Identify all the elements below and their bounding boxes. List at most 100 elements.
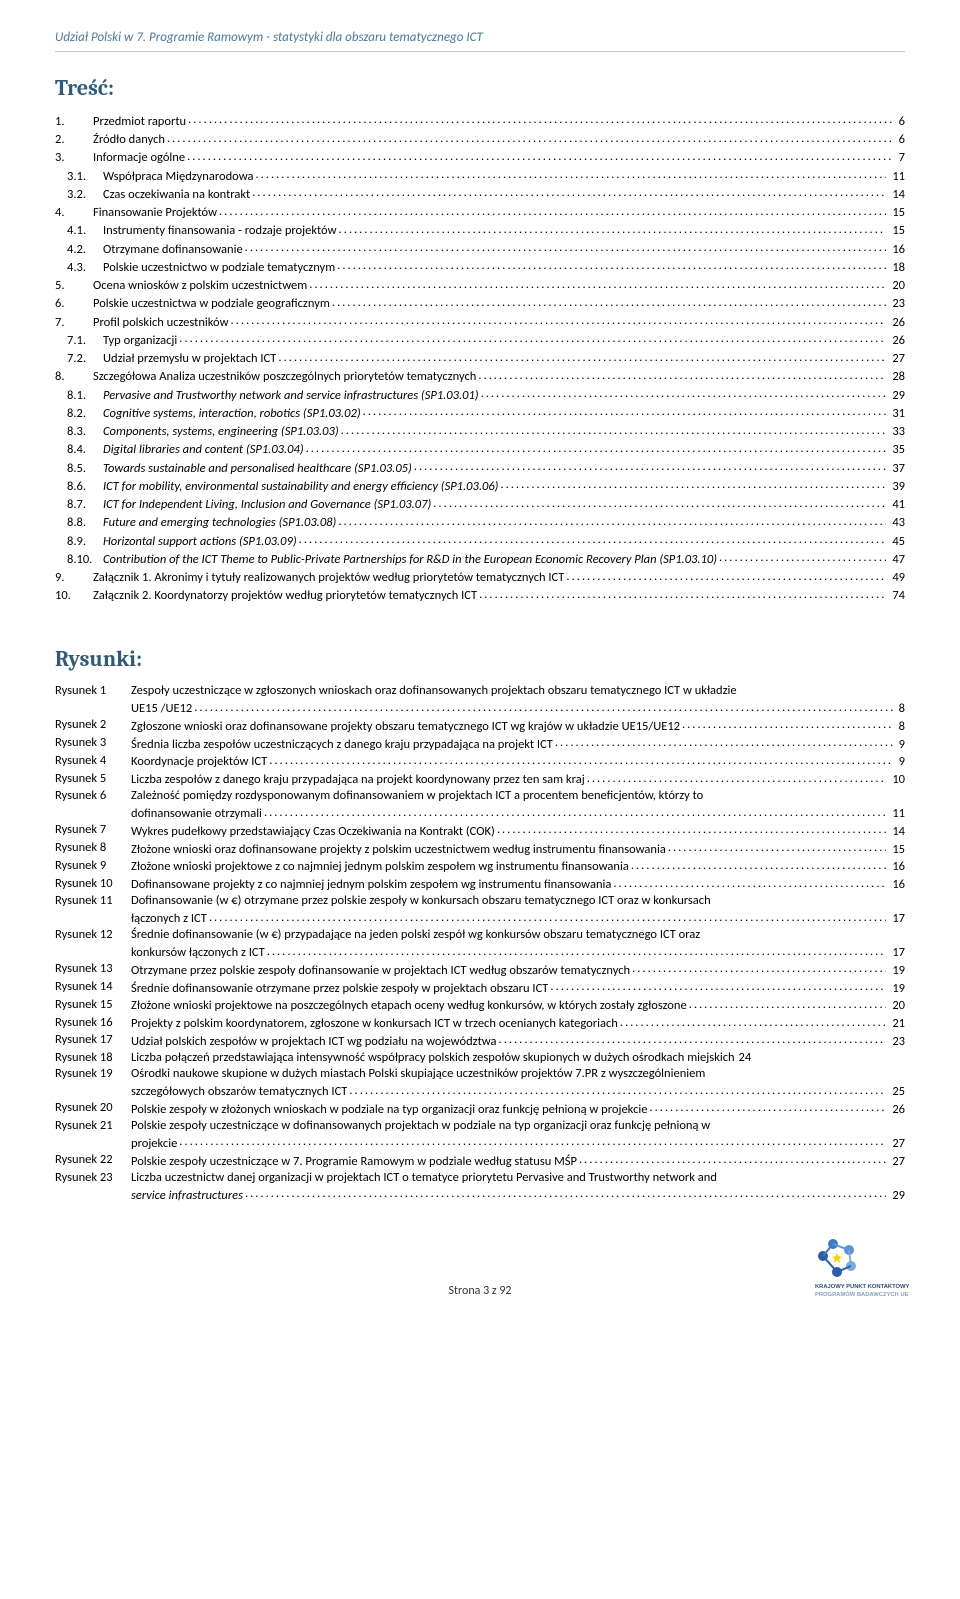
figure-label: Rysunek 12 [55,927,131,943]
figure-entry: Rysunek 22Polskie zespoły uczestniczące … [55,1152,905,1170]
figure-page: 27 [888,1154,905,1170]
toc-page: 6 [895,114,905,130]
figure-label: Rysunek 18 [55,1050,131,1066]
toc-number: 5. [55,278,93,294]
figure-last-line: Złożone wnioski projektowe na poszczegól… [131,997,905,1015]
figure-body: Koordynacje projektów ICT9 [131,753,905,771]
figure-title: Projekty z polskim koordynatorem, zgłosz… [131,1016,618,1032]
toc-page: 15 [888,205,905,221]
figure-entry: Rysunek 13Otrzymane przez polskie zespoł… [55,961,905,979]
kpk-logo: KRAJOWY PUNKT KONTAKTOWY PROGRAMÓW BADAW… [815,1238,925,1300]
figure-page: 16 [888,859,905,875]
toc-page: 11 [888,169,905,185]
figure-entry: Rysunek 12Średnie dofinansowanie (w €) p… [55,927,905,961]
figure-last-line: service infrastructures29 [131,1186,905,1204]
figure-page: 21 [888,1016,905,1032]
toc-entry: 8.10.Contribution of the ICT Theme to Pu… [55,550,905,568]
toc-leader [179,331,886,344]
toc-entry: 10.Załącznik 2. Koordynatorzy projektów … [55,587,905,605]
figure-last-line: szczegółowych obszarów tematycznych ICT2… [131,1083,905,1101]
toc-leader [187,149,893,162]
toc-leader [433,496,886,509]
toc-number: 8.6. [55,479,103,495]
figure-label: Rysunek 1 [55,683,131,699]
toc-entry: 6.Polskie uczestnictwa w podziale geogra… [55,295,905,313]
toc-title: Towards sustainable and personalised hea… [103,461,412,477]
figure-label: Rysunek 19 [55,1066,131,1082]
toc-title: Źródło danych [93,132,165,148]
figure-leader [649,1100,886,1113]
figure-leader [264,805,886,818]
toc-number: 10. [55,588,93,604]
toc-page: 47 [888,552,905,568]
figure-page: 26 [888,1102,905,1118]
figure-last-line: Złożone wnioski projektowe z co najmniej… [131,858,905,876]
toc-entry: 3.1.Współpraca Międzynarodowa11 [55,167,905,185]
toc-title: Informacje ogólne [93,150,185,166]
toc-number: 8.10. [55,552,103,568]
toc-leader [566,569,886,582]
figure-page: 29 [888,1188,905,1204]
toc-title: Pervasive and Trustworthy network and se… [103,388,479,404]
toc-title: Cognitive systems, interaction, robotics… [103,406,361,422]
toc-entry: 8.3.Components, systems, engineering (SP… [55,423,905,441]
figure-last-line: konkursów łączonych z ICT17 [131,944,905,962]
toc-entry: 8.7.ICT for Independent Living, Inclusio… [55,496,905,514]
figure-page: 15 [888,842,905,858]
figure-page: 9 [895,737,905,753]
figure-entry: Rysunek 4Koordynacje projektów ICT9 [55,753,905,771]
toc-number: 7.1. [55,333,103,349]
toc-number: 8.8. [55,515,103,531]
toc-leader [306,441,887,454]
figure-title: Złożone wnioski projektowe na poszczegól… [131,998,687,1014]
toc-title: Typ organizacji [103,333,177,349]
figure-title: Złożone wnioski projektowe z co najmniej… [131,859,629,875]
toc-page: 15 [888,223,905,239]
toc-number: 6. [55,296,93,312]
toc-entry: 8.9.Horizontal support actions (SP1.03.0… [55,532,905,550]
figure-body: Złożone wnioski projektowe na poszczegól… [131,997,905,1015]
figure-title: konkursów łączonych z ICT [131,945,265,961]
figure-entry: Rysunek 16Projekty z polskim koordynator… [55,1015,905,1033]
figure-text-line: Zespoły uczestniczące w zgłoszonych wnio… [131,683,905,699]
figure-leader [267,944,887,957]
toc-number: 4.1. [55,223,103,239]
toc-title: Future and emerging technologies (SP1.03… [103,515,336,531]
figure-body: Zespoły uczestniczące w zgłoszonych wnio… [131,683,905,717]
toc-number: 3.1. [55,169,103,185]
toc-title: Przedmiot raportu [93,114,186,130]
figure-body: Średnia liczba zespołów uczestniczących … [131,735,905,753]
toc-title: Contribution of the ICT Theme to Public-… [103,552,717,568]
toc-leader [341,423,887,436]
toc-page: 16 [888,242,905,258]
figure-label: Rysunek 21 [55,1118,131,1134]
toc-entry: 8.6.ICT for mobility, environmental sust… [55,477,905,495]
toc-leader [309,277,886,290]
document-header: Udział Polski w 7. Programie Ramowym - s… [55,30,905,52]
figure-text-line: Liczba uczestnictw danej organizacji w p… [131,1170,905,1186]
figure-label: Rysunek 16 [55,1015,131,1031]
toc-leader [481,386,887,399]
figure-title: Zgłoszone wnioski oraz dofinansowane pro… [131,719,680,735]
toc-leader [500,477,886,490]
figure-body: Liczba zespołów z danego kraju przypadaj… [131,771,905,789]
figure-entry: Rysunek 8Złożone wnioski oraz dofinansow… [55,840,905,858]
toc-page: 28 [888,369,905,385]
figure-page: 27 [888,1136,905,1152]
figure-leader [550,979,886,992]
toc-title: Finansowanie Projektów [93,205,217,221]
figures-heading: Rysunki: [55,645,905,674]
figure-body: Projekty z polskim koordynatorem, zgłosz… [131,1015,905,1033]
figure-label: Rysunek 17 [55,1032,131,1048]
figure-page: 9 [895,754,905,770]
figure-label: Rysunek 22 [55,1152,131,1168]
toc-page: 33 [888,424,905,440]
figure-entry: Rysunek 15Złożone wnioski projektowe na … [55,997,905,1015]
toc-title: ICT for Independent Living, Inclusion an… [103,497,431,513]
figure-page: 25 [888,1084,905,1100]
figure-text-line: Dofinansowanie (w €) otrzymane przez pol… [131,893,905,909]
toc-number: 2. [55,132,93,148]
toc-leader [363,404,887,417]
figure-label: Rysunek 15 [55,997,131,1013]
figure-text-line: Zależność pomiędzy rozdysponowanym dofin… [131,788,905,804]
